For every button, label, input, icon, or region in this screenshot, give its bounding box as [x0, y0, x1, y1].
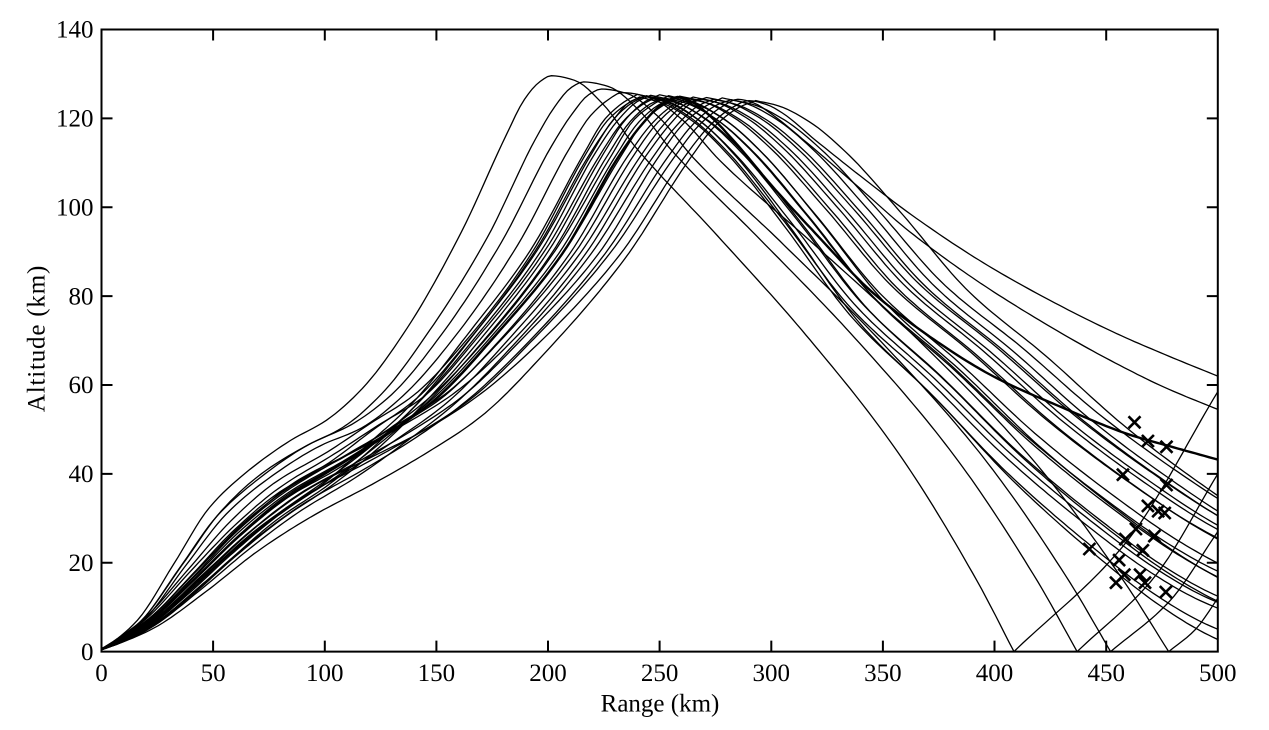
svg-text:60: 60 — [69, 372, 94, 399]
svg-text:100: 100 — [306, 660, 344, 687]
svg-text:0: 0 — [95, 660, 108, 687]
svg-text:120: 120 — [56, 106, 94, 133]
svg-text:Range (km): Range (km) — [601, 691, 720, 718]
svg-text:100: 100 — [56, 194, 94, 221]
svg-text:0: 0 — [81, 639, 94, 666]
svg-text:150: 150 — [418, 660, 456, 687]
svg-text:140: 140 — [56, 17, 94, 44]
svg-text:50: 50 — [201, 660, 226, 687]
svg-text:200: 200 — [529, 660, 567, 687]
svg-text:40: 40 — [69, 461, 94, 488]
svg-text:300: 300 — [753, 660, 791, 687]
svg-text:250: 250 — [641, 660, 679, 687]
svg-text:80: 80 — [69, 283, 94, 310]
svg-text:450: 450 — [1087, 660, 1125, 687]
svg-text:400: 400 — [976, 660, 1014, 687]
svg-text:350: 350 — [864, 660, 902, 687]
svg-text:20: 20 — [69, 550, 94, 577]
svg-text:500: 500 — [1199, 660, 1237, 687]
svg-text:Altitude (km): Altitude (km) — [24, 265, 51, 412]
